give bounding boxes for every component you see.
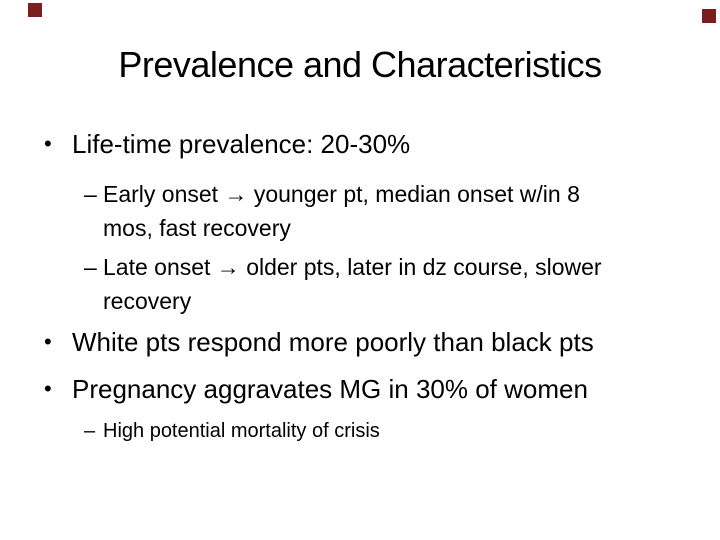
bullet-text: Late onset → older pts, later in dz cour… [103, 250, 602, 318]
bullet-text-line: Life-time prevalence: 20-30% [72, 129, 411, 159]
bullet-text-line: Pregnancy aggravates MG in 30% of women [72, 374, 588, 404]
bullet-item: • White pts respond more poorly than bla… [44, 326, 594, 358]
bullet-text-line: Late onset → older pts, later in dz cour… [103, 254, 602, 280]
bullet-marker: • [44, 329, 52, 354]
bullet-text: Pregnancy aggravates MG in 30% of women [72, 373, 588, 405]
bullet-text: Early onset → younger pt, median onset w… [103, 177, 580, 245]
sub-bullet-item: – Late onset → older pts, later in dz co… [84, 250, 602, 318]
corner-accent-square-right [702, 9, 716, 23]
bullet-text: White pts respond more poorly than black… [72, 326, 594, 358]
bullet-item: • Pregnancy aggravates MG in 30% of wome… [44, 373, 588, 405]
bullet-text-line: Early onset → younger pt, median onset w… [103, 181, 580, 207]
sub-bullet-item: – High potential mortality of crisis [84, 417, 380, 445]
dash-marker: – [84, 420, 96, 442]
bullet-text-line: mos, fast recovery [103, 215, 291, 241]
dash-marker: – [84, 181, 97, 207]
bullet-text: High potential mortality of crisis [103, 417, 380, 445]
bullet-marker: • [44, 131, 52, 156]
bullet-text-line: recovery [103, 288, 192, 314]
corner-accent-square-left [28, 3, 42, 17]
bullet-item: • Life-time prevalence: 20-30% [44, 128, 410, 160]
sub-bullet-item: – Early onset → younger pt, median onset… [84, 177, 580, 245]
bullet-text-line: White pts respond more poorly than black… [72, 327, 594, 357]
slide-title: Prevalence and Characteristics [118, 44, 602, 85]
bullet-marker: • [44, 376, 52, 401]
bullet-text: Life-time prevalence: 20-30% [72, 128, 410, 160]
dash-marker: – [84, 254, 97, 280]
bullet-text-line: High potential mortality of crisis [103, 420, 380, 442]
